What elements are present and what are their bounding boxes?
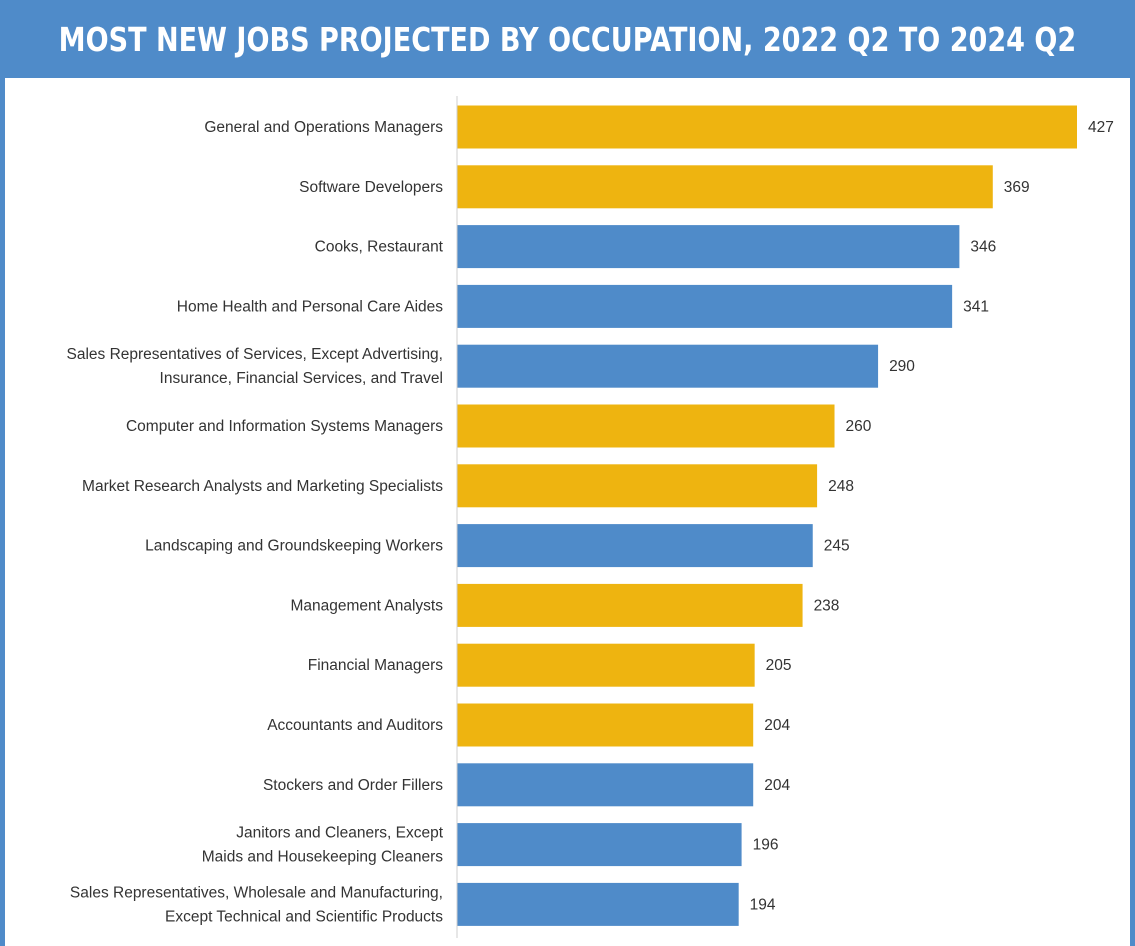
category-label: Sales Representatives of Services, Excep… bbox=[67, 346, 444, 363]
value-label: 245 bbox=[824, 538, 850, 555]
bar bbox=[457, 763, 754, 807]
value-label: 248 bbox=[828, 478, 854, 495]
category-label: Except Technical and Scientific Products bbox=[165, 908, 443, 925]
category-label: Financial Managers bbox=[308, 657, 444, 674]
bar bbox=[457, 823, 742, 867]
category-label: Software Developers bbox=[299, 179, 443, 196]
bar bbox=[457, 583, 803, 627]
value-label: 290 bbox=[889, 358, 915, 375]
bar bbox=[457, 703, 754, 747]
bar-chart: General and Operations Managers Software … bbox=[67, 96, 1114, 938]
value-label: 204 bbox=[764, 777, 790, 794]
value-label: 204 bbox=[764, 717, 790, 734]
value-label: 196 bbox=[753, 837, 779, 854]
bar bbox=[457, 524, 813, 568]
bar bbox=[457, 404, 835, 448]
category-label: Management Analysts bbox=[290, 597, 443, 614]
bar bbox=[457, 165, 993, 209]
value-label: 205 bbox=[766, 657, 792, 674]
category-label: Accountants and Auditors bbox=[267, 717, 443, 734]
value-labels-group: 427 369 346 341 290 260 248 245 238 205 204 204 196 1… bbox=[750, 119, 1114, 913]
chart-title: MOST NEW JOBS PROJECTED BY OCCUPATION, 2… bbox=[58, 19, 1077, 59]
category-label: Maids and Housekeeping Cleaners bbox=[202, 849, 444, 866]
category-label: Cooks, Restaurant bbox=[315, 239, 444, 256]
bar bbox=[457, 284, 953, 328]
title-banner: MOST NEW JOBS PROJECTED BY OCCUPATION, 2… bbox=[0, 0, 1135, 78]
value-label: 238 bbox=[814, 597, 840, 614]
category-labels-group: General and Operations Managers Software … bbox=[67, 119, 444, 925]
category-label: Landscaping and Groundskeeping Workers bbox=[145, 538, 443, 555]
category-label: Sales Representatives, Wholesale and Man… bbox=[70, 884, 443, 901]
category-label: Home Health and Personal Care Aides bbox=[177, 298, 443, 315]
category-label: Insurance, Financial Services, and Trave… bbox=[160, 370, 443, 387]
bar bbox=[457, 344, 879, 388]
bar bbox=[457, 643, 755, 687]
value-label: 260 bbox=[846, 418, 872, 435]
value-label: 427 bbox=[1088, 119, 1114, 136]
bar bbox=[457, 105, 1077, 149]
category-label: Janitors and Cleaners, Except bbox=[236, 825, 443, 842]
value-label: 346 bbox=[970, 239, 996, 256]
bar bbox=[457, 882, 739, 926]
category-label: Computer and Information Systems Manager… bbox=[126, 418, 443, 435]
bars-group bbox=[457, 105, 1077, 926]
bar bbox=[457, 464, 818, 508]
value-label: 341 bbox=[963, 298, 989, 315]
category-label: Market Research Analysts and Marketing S… bbox=[82, 478, 443, 495]
bar bbox=[457, 225, 960, 269]
category-label: Stockers and Order Fillers bbox=[263, 777, 443, 794]
value-label: 194 bbox=[750, 896, 776, 913]
category-label: General and Operations Managers bbox=[204, 119, 443, 136]
value-label: 369 bbox=[1004, 179, 1030, 196]
